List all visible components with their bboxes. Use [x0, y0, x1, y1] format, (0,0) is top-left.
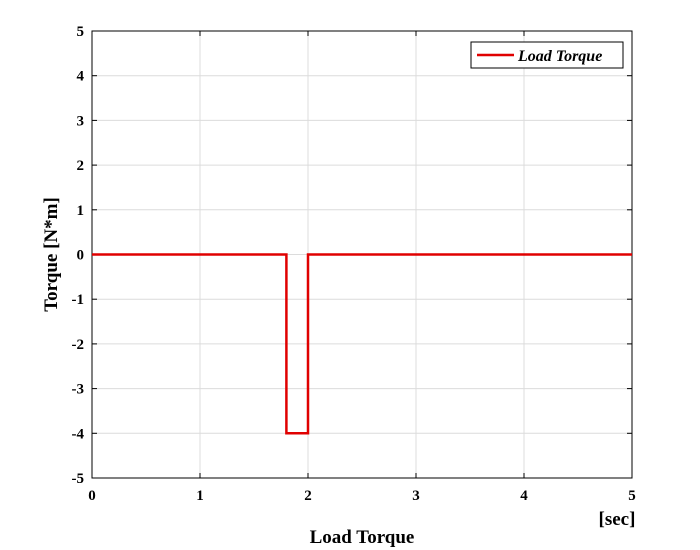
- x-axis-unit-label: [sec]: [599, 509, 636, 530]
- x-tick-label: 0: [88, 488, 96, 504]
- y-tick-label: -1: [72, 292, 85, 308]
- legend-label-load-torque: Load Torque: [517, 48, 602, 65]
- y-tick-label: 5: [77, 24, 85, 40]
- x-tick-label: 2: [304, 488, 312, 504]
- x-tick-label: 4: [520, 488, 528, 504]
- y-tick-label: 4: [77, 69, 85, 85]
- y-axis-title: Torque [N*m]: [41, 197, 62, 312]
- series-line-load-torque: [92, 253, 632, 435]
- y-tick-label: -4: [72, 426, 85, 442]
- x-tick-label: 3: [412, 488, 420, 504]
- y-tick-label: 2: [77, 158, 85, 174]
- x-axis-title: Load Torque: [310, 527, 415, 548]
- y-tick-label: -2: [72, 337, 85, 353]
- x-tick-label: 1: [196, 488, 204, 504]
- x-tick-label: 5: [628, 488, 636, 504]
- y-tick-label: 1: [77, 203, 85, 219]
- grid: [92, 31, 632, 478]
- y-tick-label: 0: [77, 248, 85, 264]
- legend: Load Torque: [470, 41, 624, 69]
- series-layer: [92, 253, 632, 435]
- axis-ticks: 0 1 2 3 4 5 -5 -4 -3 -2 -1 0 1 2 3 4 5: [72, 24, 636, 504]
- y-tick-label: 3: [77, 113, 85, 129]
- legend-box: [470, 41, 624, 69]
- y-tick-label: -3: [72, 382, 85, 398]
- y-tick-label: -5: [72, 471, 85, 487]
